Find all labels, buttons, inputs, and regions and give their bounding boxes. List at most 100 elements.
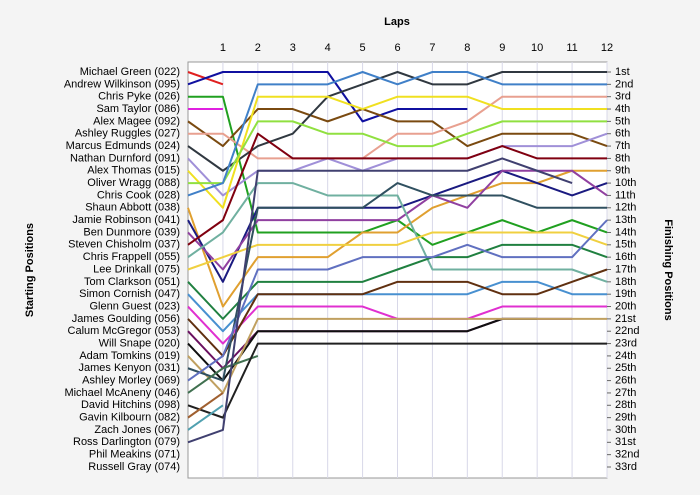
series-line [187, 182, 607, 382]
x-tick-label: 8 [464, 42, 470, 54]
x-tick-label: 12 [601, 42, 613, 54]
y2-tick-label: 1st [615, 66, 630, 78]
y2-tick-label: 28th [615, 399, 636, 411]
x-tick-label: 10 [531, 42, 543, 54]
y2-tick-label: 23rd [615, 337, 637, 349]
y2-tick-label: 15th [615, 239, 636, 251]
y2-tick-label: 17th [615, 263, 636, 275]
series-line [187, 95, 607, 209]
start-label: Michael Green (022) [80, 66, 180, 78]
y2-tick-label: 9th [615, 165, 630, 177]
y2-tick-label: 12th [615, 202, 636, 214]
y2-tick-label: 25th [615, 362, 636, 374]
start-label: Andrew Wilkinson (095) [64, 78, 180, 90]
x-tick-label: 4 [325, 42, 331, 54]
y2-tick-label: 20th [615, 300, 636, 312]
y2-tick-label: 10th [615, 177, 636, 189]
start-label: Jamie Robinson (041) [72, 214, 180, 226]
series-line [187, 71, 607, 197]
x-tick-label: 7 [429, 42, 435, 54]
start-label: Marcus Edmunds (024) [66, 140, 180, 152]
series-line [187, 219, 608, 382]
y2-tick-label: 13th [615, 214, 636, 226]
y2-tick-label: 22nd [615, 325, 639, 337]
series-line [187, 392, 224, 419]
series-line [187, 342, 607, 419]
y2-tick-label: 19th [615, 288, 636, 300]
series-line [187, 404, 224, 431]
series-line [187, 231, 608, 271]
y-axis-title: Starting Positions [24, 223, 36, 317]
series-line [187, 354, 259, 394]
x-tick-label: 5 [360, 42, 366, 54]
start-label: Ashley Ruggles (027) [75, 128, 180, 140]
start-label: Adam Tomkins (019) [79, 350, 180, 362]
y2-tick-label: 31st [615, 436, 636, 448]
y2-tick-label: 32nd [615, 449, 639, 461]
start-label: Ashley Morley (069) [82, 375, 180, 387]
start-label: Michael McAneny (046) [64, 387, 180, 399]
y2-tick-label: 7th [615, 140, 630, 152]
start-label: Alex Magee (092) [93, 115, 180, 127]
series-line [188, 95, 607, 160]
y2-axis-title: Finishing Positions [662, 219, 674, 320]
series-line [187, 157, 573, 444]
series-line [187, 71, 468, 123]
series-line [187, 71, 607, 172]
y2-tick-label: 8th [615, 152, 630, 164]
start-label: Glenn Guest (023) [90, 300, 181, 312]
start-label: Steven Chisholm (037) [68, 239, 180, 251]
y2-tick-label: 24th [615, 350, 636, 362]
start-label: Chris Cook (028) [97, 189, 180, 201]
start-label: Zach Jones (067) [94, 424, 180, 436]
start-label: Phil Meakins (071) [89, 449, 180, 461]
start-label: Nathan Durnford (091) [70, 152, 180, 164]
series-line [188, 120, 607, 185]
start-label: Ross Darlington (079) [73, 436, 180, 448]
x-tick-label: 1 [220, 42, 226, 54]
start-label: Chris Pyke (026) [98, 91, 180, 103]
y2-tick-label: 33rd [615, 461, 637, 473]
x-tick-label: 3 [290, 42, 296, 54]
y2-tick-label: 2nd [615, 78, 633, 90]
y2-tick-label: 18th [615, 276, 636, 288]
y2-tick-label: 14th [615, 226, 636, 238]
start-label: Lee Drinkall (075) [93, 263, 180, 275]
start-label: Sam Taylor (086) [96, 103, 180, 115]
series-line [187, 243, 608, 320]
start-label: Tom Clarkson (051) [84, 276, 180, 288]
start-label: James Goulding (056) [72, 313, 180, 325]
y2-tick-label: 6th [615, 128, 630, 140]
y2-tick-label: 5th [615, 115, 630, 127]
y2-tick-label: 29th [615, 412, 636, 424]
y2-tick-label: 3rd [615, 91, 631, 103]
chart-title: Laps [384, 16, 410, 28]
x-tick-label: 6 [394, 42, 400, 54]
start-label: Chris Frappell (055) [83, 251, 180, 263]
start-label: Oliver Wragg (088) [87, 177, 180, 189]
start-label: David Hitchins (098) [81, 399, 180, 411]
series-line [187, 132, 607, 246]
series-line [187, 317, 538, 382]
series-line [187, 317, 607, 394]
x-tick-label: 2 [255, 42, 261, 54]
y2-tick-label: 26th [615, 375, 636, 387]
y2-tick-label: 30th [615, 424, 636, 436]
series-line [187, 108, 608, 148]
series-line [187, 268, 608, 357]
y2-tick-label: 27th [615, 387, 636, 399]
start-label: Will Snape (020) [99, 337, 180, 349]
start-label: Alex Thomas (015) [87, 165, 180, 177]
start-label: Calum McGregor (053) [68, 325, 180, 337]
start-label: James Kenyon (031) [79, 362, 181, 374]
start-label: Russell Gray (074) [88, 461, 180, 473]
y2-tick-label: 11th [615, 189, 636, 201]
series-line [187, 182, 608, 283]
y2-tick-label: 21st [615, 313, 636, 325]
x-tick-label: 11 [566, 42, 577, 54]
y2-tick-label: 4th [615, 103, 630, 115]
start-label: Simon Cornish (047) [79, 288, 180, 300]
start-label: Gavin Kilbourn (082) [79, 412, 180, 424]
x-tick-label: 9 [499, 42, 505, 54]
